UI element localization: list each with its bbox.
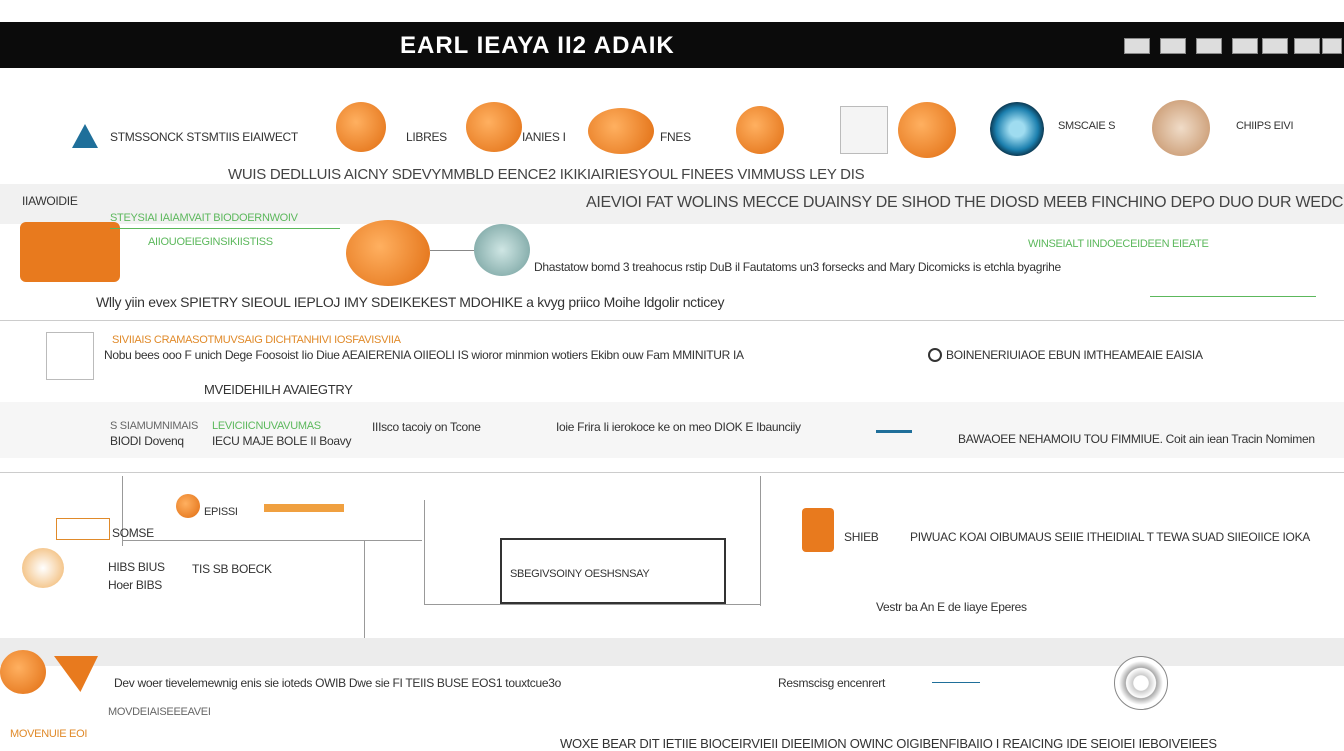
- toolbar-button[interactable]: [1124, 38, 1150, 54]
- cell-text: LEVICIICNUVAVUMAS: [212, 420, 321, 432]
- body-text: Dhastatow bomd 3 treahocus rstip DuB il …: [534, 260, 1061, 274]
- sub-text: MVEIDEHILH AVAIEGTRY: [204, 382, 353, 397]
- summary-text: Wlly yiin evex SPIETRY SIEOUL IEPLOJ IMY…: [96, 294, 725, 310]
- note-text: PIWUAC KOAI OIBUMAUS SEIIE ITHEIDIIAL T …: [910, 530, 1311, 544]
- icon: [72, 124, 98, 148]
- toolbar-button[interactable]: [1232, 38, 1258, 54]
- body-text: BOINENERIUIAOE EBUN IMTHEAMEAIE EAISIA: [946, 348, 1203, 362]
- icon: [46, 332, 94, 380]
- green-heading: WINSEIALT IINDOECEIDEEN EIEATE: [1028, 238, 1209, 250]
- icon: [54, 656, 98, 692]
- rule: [932, 682, 980, 683]
- app-title: EARL IEAYA II2 ADAIK: [400, 32, 675, 59]
- cell-text: BAWAOEE NEHAMOIU TOU FIMMIUE. Coit ain i…: [958, 432, 1315, 446]
- icon: [588, 108, 654, 154]
- icon: [990, 102, 1044, 156]
- green-heading: STEYSIAI IAIAMVAIT BIODOERNWOIV: [110, 212, 298, 224]
- body-text: Nobu bees ooo F unich Dege Foosoist Iio …: [104, 348, 744, 362]
- section-heading: AIEVIOI FAT WOLINS MECCE DUAINSY DE SIHO…: [586, 194, 1344, 211]
- toolbar-button[interactable]: [1322, 38, 1342, 54]
- header-bar: [0, 22, 1344, 68]
- cell-text: IIIsco tacoiy on Tcone: [372, 420, 481, 434]
- node: [264, 504, 344, 512]
- intro-text: WUIS DEDLLUIS AICNY SDEVYMMBLD EENCE2 IK…: [228, 166, 865, 183]
- cell-text: IECU MAJE BOLE II Boavy: [212, 434, 352, 448]
- toolbar-button[interactable]: [1262, 38, 1288, 54]
- diagram-box: [500, 538, 726, 604]
- node-label: SOMSE: [112, 526, 154, 540]
- node-label: HIBS BIUS: [108, 560, 165, 574]
- icon: [176, 494, 200, 518]
- connector: [760, 476, 761, 606]
- connector: [122, 540, 422, 541]
- side-label: IIAWOIDIE: [22, 194, 78, 208]
- toolbar-label[interactable]: SMSCAIE S: [1058, 120, 1116, 132]
- icon: [22, 548, 64, 588]
- icon: [336, 102, 386, 152]
- icon: [928, 348, 942, 362]
- node-label: Hoer BIBS: [108, 578, 162, 592]
- icon: [840, 106, 888, 154]
- footer-small: MOVENUIE EOI: [10, 728, 88, 740]
- toolbar-label[interactable]: LIBRES: [406, 130, 447, 144]
- node-label: TIS SB BOECK: [192, 562, 272, 576]
- caption-text: Vestr ba An E de Iiaye Eperes: [876, 600, 1027, 614]
- icon: [1114, 656, 1168, 710]
- cell-text: Ioie Frira Ii ierokoce ke on meo DIOK E …: [556, 420, 801, 434]
- footer-text: Dev woer tievelemewnig enis sie ioteds O…: [114, 676, 562, 690]
- icon: [736, 106, 784, 154]
- icon: [0, 650, 46, 694]
- section-band: [0, 402, 1344, 458]
- footer-small: MOVDEIAISEEEAVEI: [108, 706, 211, 718]
- icon: [20, 222, 120, 282]
- cell-text: S SIAMUMNIMAIS: [110, 420, 199, 432]
- box-label: SBEGIVSOINY OESHSNSAY: [510, 568, 650, 580]
- toolbar-label[interactable]: STMSSONCK STSMTIIS EIAIWECT: [110, 130, 298, 144]
- footer-bottom: WOXE BEAR DIT IETIIE BIOCEIRVIEII DIEEIM…: [560, 736, 1217, 751]
- toolbar-button[interactable]: [1160, 38, 1186, 54]
- rule: [110, 228, 340, 229]
- rule: [0, 472, 1344, 473]
- icon: [1152, 100, 1210, 156]
- node-label: SHIEB: [844, 530, 879, 544]
- icon: [802, 508, 834, 552]
- green-heading: AIIOUOEIEGINSIKIISTISS: [148, 236, 273, 248]
- rule: [430, 250, 474, 251]
- connector: [424, 604, 760, 605]
- toolbar-label[interactable]: FNES: [660, 130, 691, 144]
- footer-text: Resmscisg encenrert: [778, 676, 886, 690]
- icon: [466, 102, 522, 152]
- toolbar-button[interactable]: [1196, 38, 1222, 54]
- connector: [122, 476, 123, 546]
- section-band: [0, 638, 1344, 666]
- cell-text: BIODI Dovenq: [110, 434, 184, 448]
- section-band: [0, 184, 1344, 224]
- icon: [898, 102, 956, 158]
- node-label: EPISSI: [204, 506, 238, 518]
- orange-heading: SIVIIAIS CRAMASOTMUVSAIG DICHTANHIVI IOS…: [112, 334, 401, 346]
- toolbar-label[interactable]: CHIIPS EIVI: [1236, 120, 1294, 132]
- toolbar-label[interactable]: IANIES I: [522, 130, 566, 144]
- node: [56, 518, 110, 540]
- toolbar-button[interactable]: [1294, 38, 1320, 54]
- rule: [0, 320, 1344, 321]
- rule: [876, 430, 912, 433]
- connector: [424, 500, 425, 604]
- connector: [364, 540, 365, 640]
- icon: [474, 224, 530, 276]
- rule: [1150, 296, 1316, 297]
- icon: [346, 220, 430, 286]
